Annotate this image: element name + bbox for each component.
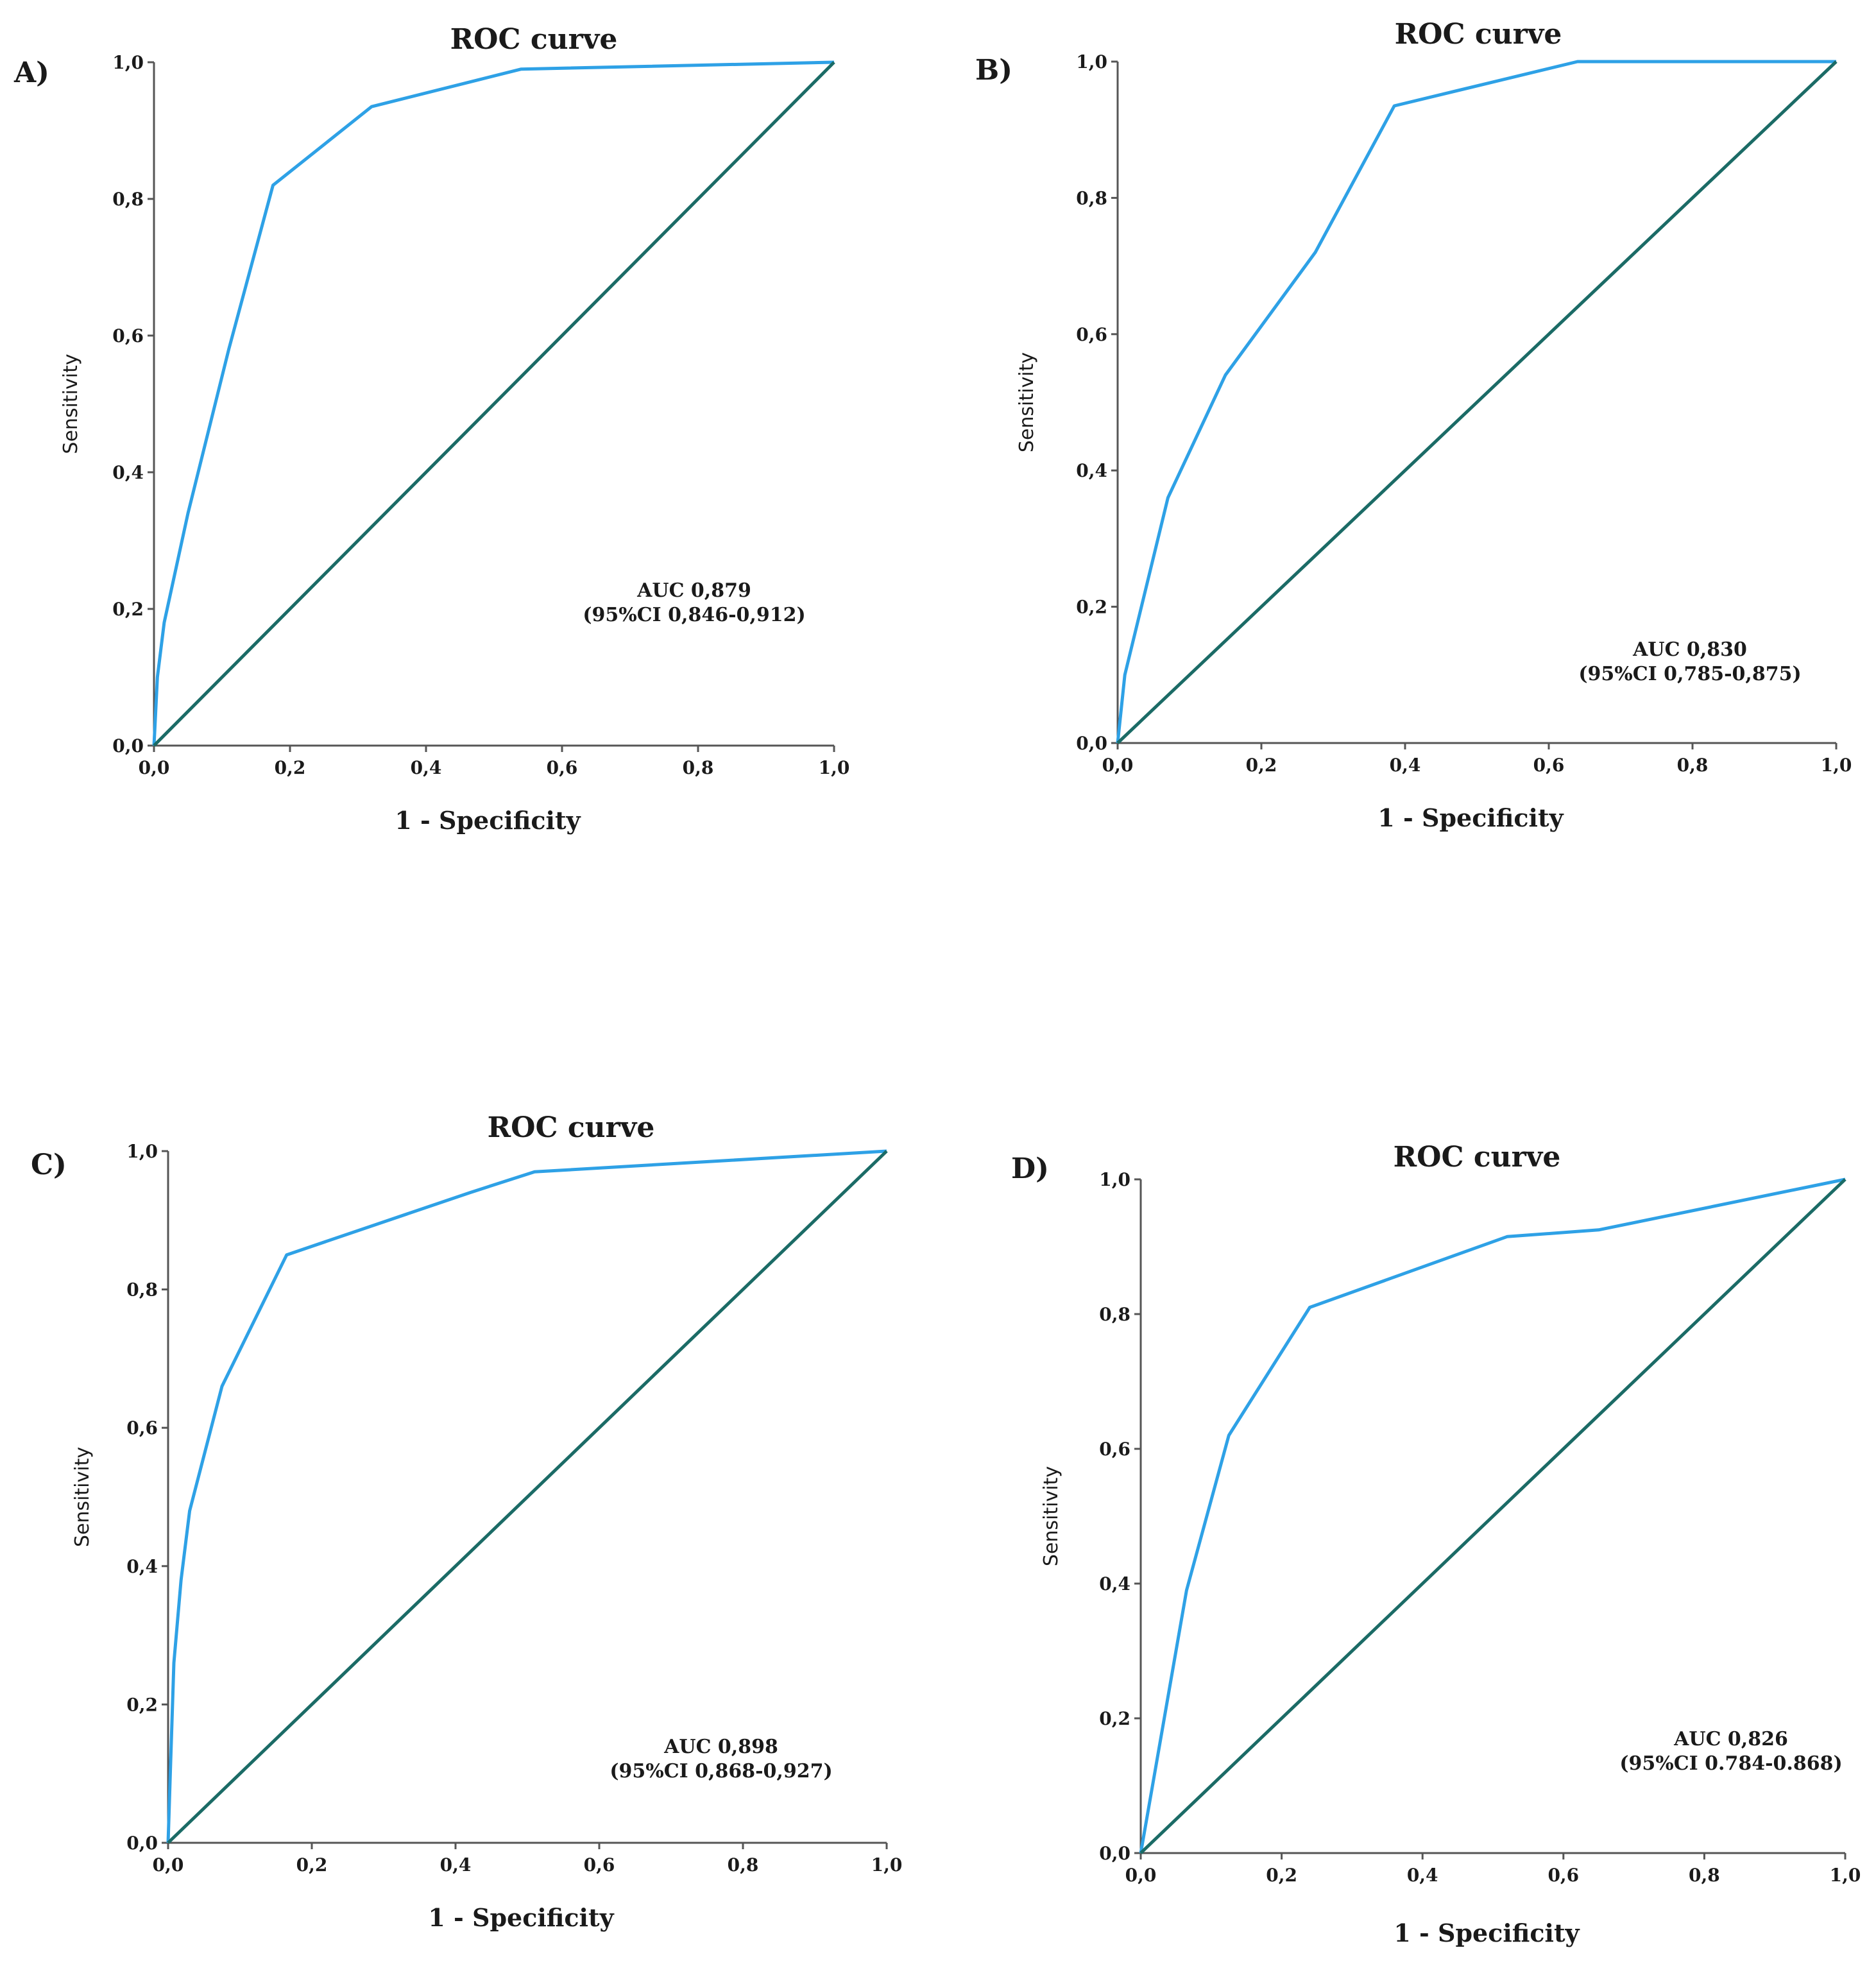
x-tick-label: 0,6 (1548, 1865, 1579, 1886)
panel-label: A) (13, 56, 49, 89)
panel-label: B) (975, 54, 1012, 87)
y-tick-label: 0,6 (1076, 324, 1107, 345)
y-tick-label: 0,4 (112, 462, 144, 483)
x-tick-label: 1,0 (1830, 1865, 1861, 1886)
x-tick-label: 0,6 (1533, 755, 1565, 776)
y-axis-title: Sensitivity (60, 354, 82, 454)
x-tick-label: 0,2 (296, 1854, 328, 1876)
y-tick-label: 0,0 (112, 735, 144, 756)
x-axis-title: 1 - Specificity (428, 1903, 614, 1932)
panel-label: C) (31, 1149, 67, 1181)
reference-diagonal-line (1116, 60, 1838, 744)
reference-diagonal-line (167, 1150, 888, 1844)
roc-curve-line (166, 1149, 887, 1843)
x-tick-label: 0,8 (683, 757, 714, 778)
x-tick-label: 0,8 (1677, 755, 1709, 776)
x-axis-title: 1 - Specificity (395, 806, 581, 835)
roc-curve-line (1139, 1177, 1846, 1854)
y-tick-label: 0,4 (1076, 460, 1107, 481)
chart-title: ROC curve (450, 23, 618, 56)
roc-curve-line (1116, 60, 1836, 744)
auc-value: AUC 0,879 (636, 579, 751, 602)
x-tick-label: 0,2 (275, 757, 306, 778)
chart-title: ROC curve (1395, 18, 1562, 51)
x-tick-label: 0,2 (1246, 755, 1277, 776)
x-tick-label: 0,8 (1689, 1865, 1720, 1886)
y-tick-label: 0,6 (1099, 1439, 1130, 1460)
auc-value: AUC 0,898 (663, 1736, 778, 1758)
x-tick-label: 0,0 (139, 757, 170, 778)
y-tick-label: 1,0 (1076, 51, 1107, 73)
y-tick-label: 0,8 (112, 189, 144, 210)
y-tick-label: 1,0 (1099, 1169, 1130, 1190)
x-tick-label: 1,0 (871, 1854, 903, 1876)
y-tick-label: 0,0 (1099, 1843, 1130, 1864)
auc-confidence-interval: (95%CI 0,846-0,912) (583, 604, 805, 626)
y-tick-label: 0,0 (126, 1833, 158, 1854)
y-tick-label: 0,8 (1076, 187, 1107, 209)
x-tick-label: 0,6 (584, 1854, 615, 1876)
auc-confidence-interval: (95%CI 0,868-0,927) (610, 1760, 832, 1782)
auc-value: AUC 0,830 (1632, 638, 1747, 661)
y-tick-label: 0,6 (126, 1417, 158, 1439)
y-tick-label: 0,8 (126, 1279, 158, 1301)
chart-title: ROC curve (1394, 1141, 1561, 1174)
y-tick-label: 0,2 (1076, 597, 1107, 618)
x-tick-label: 0,0 (1125, 1865, 1157, 1886)
x-tick-label: 0,4 (1407, 1865, 1438, 1886)
y-tick-label: 0,4 (126, 1556, 158, 1577)
x-tick-label: 0,0 (153, 1854, 184, 1876)
y-tick-label: 0,2 (112, 599, 144, 620)
panel-label: D) (1011, 1152, 1049, 1185)
x-tick-label: 0,0 (1102, 755, 1134, 776)
x-tick-label: 1,0 (1821, 755, 1852, 776)
y-tick-label: 0,2 (126, 1694, 158, 1715)
x-tick-label: 1,0 (819, 757, 850, 778)
y-axis-title: Sensitivity (71, 1447, 94, 1547)
chart-title: ROC curve (488, 1111, 655, 1144)
x-tick-label: 0,6 (547, 757, 578, 778)
auc-confidence-interval: (95%CI 0,785-0,875) (1578, 663, 1801, 685)
y-axis-title: Sensitivity (1016, 352, 1038, 452)
y-tick-label: 0,0 (1076, 733, 1107, 754)
x-tick-label: 0,8 (728, 1854, 759, 1876)
x-tick-label: 0,4 (411, 757, 442, 778)
x-tick-label: 0,2 (1266, 1865, 1297, 1886)
x-tick-label: 0,4 (1390, 755, 1421, 776)
y-tick-label: 0,2 (1099, 1708, 1130, 1729)
y-axis-title: Sensitivity (1040, 1466, 1062, 1566)
x-axis-title: 1 - Specificity (1377, 803, 1564, 832)
y-tick-label: 1,0 (112, 52, 144, 73)
auc-value: AUC 0,826 (1673, 1728, 1788, 1750)
x-tick-label: 0,4 (440, 1854, 472, 1876)
roc-curve-line (152, 60, 835, 746)
y-tick-label: 0,6 (112, 325, 144, 346)
x-axis-title: 1 - Specificity (1394, 1919, 1580, 1947)
auc-confidence-interval: (95%CI 0.784-0.868) (1619, 1752, 1842, 1775)
y-tick-label: 0,8 (1099, 1304, 1130, 1325)
reference-diagonal-line (1139, 1178, 1846, 1854)
y-tick-label: 0,4 (1099, 1573, 1130, 1594)
reference-diagonal-line (153, 61, 835, 747)
y-tick-label: 1,0 (126, 1141, 158, 1162)
